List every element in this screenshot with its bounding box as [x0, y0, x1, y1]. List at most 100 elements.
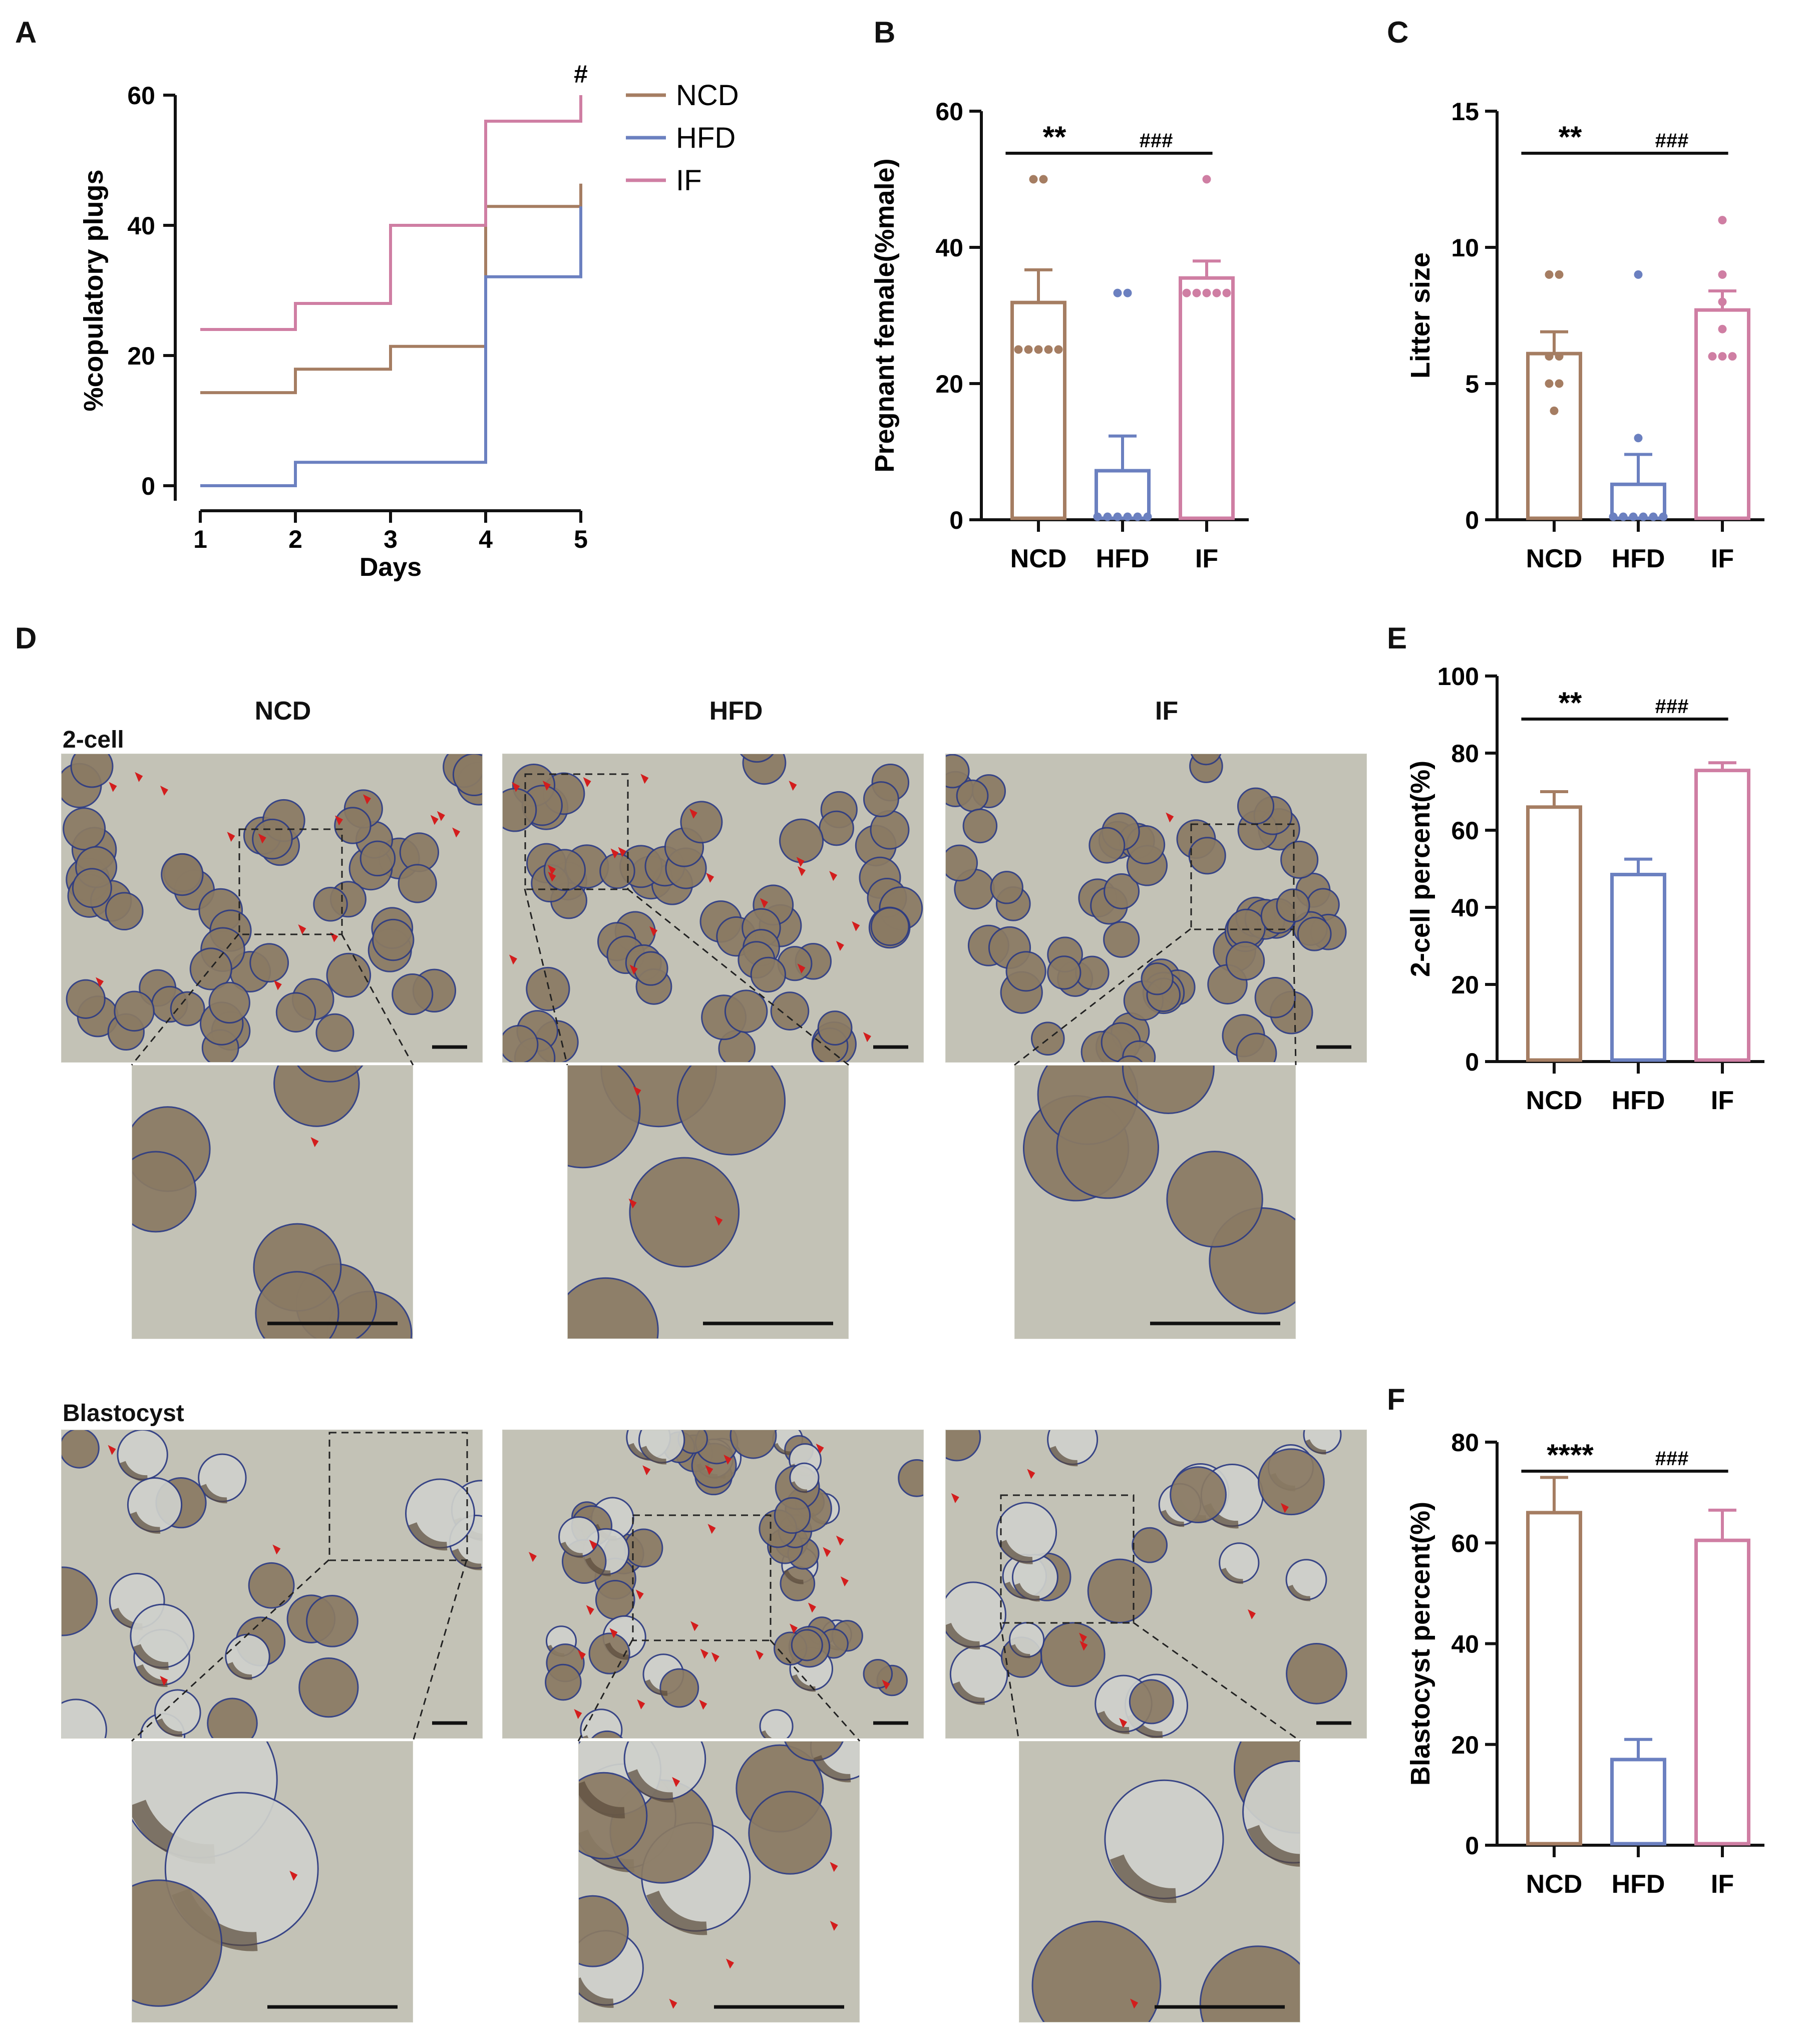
micrograph-canvas — [503, 754, 923, 1062]
micrograph-canvas — [1015, 1066, 1295, 1338]
embryo-cell — [595, 1580, 635, 1620]
red-arrowhead-icon — [755, 1649, 764, 1660]
significance-label-1: ### — [1140, 130, 1173, 152]
red-arrowhead-icon — [808, 1602, 816, 1613]
y-tick-label: 20 — [1451, 971, 1479, 999]
embryo-cell — [740, 754, 774, 763]
y-tick-label: 40 — [127, 212, 155, 240]
embryo-cell — [1191, 754, 1222, 766]
red-arrowhead-icon — [726, 1958, 734, 1969]
embryo-cell — [208, 981, 250, 1024]
embryo-cell — [1280, 840, 1319, 879]
y-axis-label: 2-cell percent(%) — [1405, 761, 1435, 977]
micrograph-canvas — [62, 754, 482, 1062]
data-point-hfd — [1113, 288, 1122, 297]
x-tick-label: 4 — [479, 525, 493, 553]
x-tick-label-if: IF — [1711, 1086, 1734, 1115]
embryo-cell — [579, 1895, 629, 1967]
embryo-cell — [114, 990, 155, 1032]
legend-label-if: IF — [676, 164, 702, 197]
embryo-cell — [568, 1277, 659, 1338]
data-point-ncd — [1555, 270, 1564, 279]
embryo-cell — [1166, 1151, 1263, 1248]
embryo-cell — [62, 1430, 100, 1469]
zoom-2cell-hfd — [567, 1065, 849, 1339]
data-point-hfd — [1639, 512, 1648, 521]
red-arrowhead-icon — [635, 1589, 644, 1600]
embryo-cell — [1236, 1033, 1277, 1062]
embryo-cell — [249, 943, 289, 983]
inner-cell-mass — [585, 1557, 611, 1576]
data-point-ncd — [1545, 379, 1554, 388]
data-point-hfd — [1619, 512, 1628, 521]
zoom-region-box — [632, 1514, 772, 1641]
data-point-ncd — [1555, 379, 1564, 388]
panel-label-e: E — [1387, 621, 1407, 655]
red-arrowhead-icon — [829, 871, 838, 881]
inner-cell-mass — [627, 1769, 673, 1803]
embryo-cell — [779, 818, 824, 863]
chart-2-cell-percent: 0 20 40 60 80 100 2-cell percent(%) NCD HFD IF ** #… — [1405, 662, 1764, 1115]
inner-cell-mass — [1098, 1711, 1130, 1735]
inner-cell-mass — [813, 1755, 851, 1783]
inner-cell-mass — [120, 1461, 148, 1482]
red-arrowhead-icon — [334, 815, 343, 826]
red-arrowhead-icon — [796, 857, 805, 867]
embryo-cell — [63, 807, 106, 851]
embryo-cell — [791, 1629, 823, 1661]
inner-cell-mass — [646, 1890, 707, 1935]
y-axis-label: Pregnant female(%male) — [870, 158, 900, 472]
inner-cell-mass — [1305, 1439, 1326, 1455]
column-title-hfd: HFD — [709, 697, 763, 726]
embryo-cell — [568, 1066, 641, 1169]
embryo-cell — [105, 892, 144, 931]
data-point-if — [1718, 297, 1727, 306]
row-label-blastocyst: Blastocyst — [63, 1400, 184, 1427]
red-arrowhead-icon — [1079, 1640, 1088, 1651]
red-arrowhead-icon — [633, 1086, 641, 1097]
y-tick-label: 20 — [1451, 1731, 1479, 1759]
data-point-hfd — [1634, 270, 1643, 279]
red-arrowhead-icon — [298, 924, 306, 935]
y-tick-label: 15 — [1451, 98, 1479, 126]
embryo-cell — [724, 989, 768, 1033]
red-arrowhead-icon — [1027, 1469, 1035, 1479]
micrograph-blastocyst-if — [945, 1430, 1367, 1739]
embryo-cell — [956, 779, 989, 812]
red-arrowhead-icon — [618, 847, 626, 857]
micrograph-blastocyst-ncd — [61, 1430, 483, 1739]
panel-label-f: F — [1387, 1383, 1405, 1416]
x-tick-label: 3 — [384, 525, 398, 553]
red-arrowhead-icon — [789, 781, 797, 791]
embryo-cell — [1132, 1527, 1168, 1563]
zoom-blastocyst-ncd — [132, 1741, 413, 2022]
bar-if — [1179, 276, 1235, 520]
micrograph-canvas — [946, 754, 1366, 1062]
embryo-cell — [1104, 873, 1140, 909]
embryo-cell — [1047, 955, 1081, 990]
micrograph-canvas — [946, 1430, 1366, 1738]
embryo-cell — [275, 992, 316, 1033]
data-point-hfd — [1634, 434, 1643, 443]
red-arrowhead-icon — [672, 1777, 680, 1787]
red-arrowhead-icon — [700, 1648, 708, 1659]
embryo-cell — [297, 1066, 364, 1083]
data-point-hfd — [1629, 512, 1638, 521]
data-point-ncd — [1029, 175, 1038, 184]
data-point-ncd — [1039, 175, 1048, 184]
chart-pregnant-female: 0 20 40 60 Pregnant female(%male) NCD HFD IF ** #… — [870, 98, 1249, 573]
bar-ncd — [1526, 352, 1582, 520]
embryo-cell — [545, 1663, 582, 1701]
red-arrowhead-icon — [823, 1547, 831, 1557]
bar-ncd — [1526, 1511, 1582, 1846]
red-arrowhead-icon — [1119, 1718, 1128, 1728]
data-point-if — [1718, 352, 1727, 361]
embryo-cell — [72, 868, 112, 908]
embryo-cell — [680, 801, 723, 844]
bar-hfd — [1610, 1758, 1666, 1846]
inner-cell-mass — [579, 1781, 625, 1819]
red-arrowhead-icon — [790, 1623, 798, 1634]
inner-cell-mass — [1288, 1584, 1311, 1601]
data-point-if — [1718, 216, 1727, 225]
bar-if — [1694, 769, 1750, 1062]
